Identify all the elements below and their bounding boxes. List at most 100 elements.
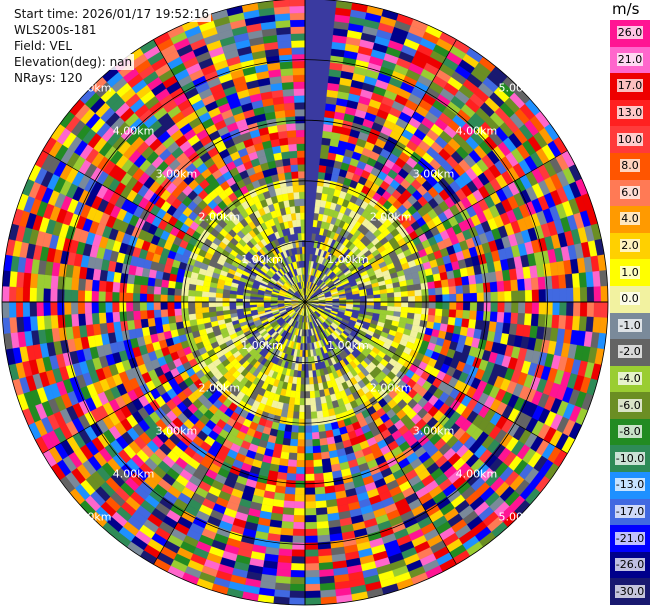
- velocity-bin: [286, 129, 297, 138]
- velocity-bin: [387, 297, 395, 303]
- velocity-bin: [282, 437, 291, 446]
- velocity-bin: [427, 281, 436, 290]
- velocity-bin: [304, 494, 316, 502]
- velocity-bin: [304, 563, 320, 571]
- start-time-label: Start time: 2026/01/17 19:52:16: [12, 6, 211, 22]
- velocity-bin: [318, 562, 334, 571]
- velocity-bin: [167, 287, 176, 296]
- velocity-bin: [401, 301, 409, 308]
- velocity-bin: [313, 473, 324, 481]
- velocity-bin: [400, 285, 408, 293]
- velocity-bin: [304, 384, 310, 392]
- range-ring-label: 4.00km: [113, 467, 155, 480]
- velocity-bin: [312, 438, 321, 447]
- colorbar-tick-label: -2.0: [618, 345, 642, 359]
- velocity-bin: [295, 473, 306, 482]
- velocity-bin: [139, 301, 147, 311]
- velocity-bin: [299, 198, 306, 206]
- velocity-bin: [304, 480, 315, 489]
- velocity-bin: [316, 514, 329, 523]
- velocity-bin: [311, 431, 320, 440]
- velocity-bin: [167, 308, 176, 317]
- velocity-bin: [454, 317, 463, 327]
- elevation-label: Elevation(deg): nan: [12, 54, 135, 70]
- velocity-bin: [292, 528, 306, 537]
- velocity-bin: [400, 306, 409, 313]
- velocity-bin: [308, 363, 313, 371]
- velocity-bin: [153, 286, 162, 295]
- velocity-bin: [531, 301, 540, 315]
- velocity-bin: [322, 130, 333, 139]
- velocity-bin: [310, 418, 319, 426]
- velocity-bin: [1, 301, 10, 319]
- velocity-bin: [304, 473, 315, 482]
- colorbar-units: m/s: [612, 0, 640, 18]
- velocity-bin: [412, 277, 421, 285]
- velocity-bin: [291, 171, 299, 179]
- velocity-bin: [585, 271, 594, 288]
- velocity-bin: [298, 171, 306, 179]
- velocity-bin: [310, 404, 317, 413]
- velocity-bin: [222, 305, 230, 311]
- range-ring-label: 3.00km: [413, 167, 455, 180]
- velocity-bin: [517, 313, 526, 326]
- velocity-bin: [140, 318, 149, 329]
- velocity-bin: [407, 307, 416, 314]
- velocity-bin: [414, 289, 423, 297]
- velocity-bin: [304, 515, 317, 523]
- range-ring-label: 5.00km: [499, 510, 541, 523]
- velocity-bin: [490, 301, 498, 313]
- velocity-bin: [284, 424, 293, 433]
- velocity-bin: [441, 286, 450, 295]
- colorbar-tick-label: 1.0: [620, 265, 640, 279]
- velocity-bin: [503, 312, 512, 324]
- velocity-bin: [229, 297, 237, 303]
- velocity-bin: [304, 460, 314, 468]
- velocity-bin: [322, 345, 328, 354]
- velocity-bin: [476, 283, 484, 294]
- velocity-bin: [387, 292, 395, 298]
- velocity-bin: [304, 432, 313, 440]
- velocity-bin: [299, 405, 306, 413]
- velocity-bin: [373, 297, 381, 303]
- velocity-bin: [503, 280, 512, 292]
- velocity-bin: [538, 289, 547, 303]
- velocity-bin: [319, 575, 335, 585]
- velocity-bin: [289, 12, 306, 21]
- velocity-bin: [476, 292, 485, 303]
- velocity-bin: [194, 307, 203, 314]
- velocity-bin: [298, 184, 306, 193]
- velocity-bin: [585, 316, 594, 333]
- velocity-bin: [132, 283, 141, 294]
- velocity-bin: [77, 289, 86, 303]
- velocity-bin: [181, 288, 189, 297]
- velocity-bin: [322, 409, 330, 418]
- velocity-bin: [579, 287, 588, 303]
- velocity-bin: [308, 377, 314, 385]
- velocity-bin: [288, 143, 298, 152]
- velocity-bin: [421, 288, 429, 297]
- velocity-bin: [537, 276, 546, 290]
- velocity-bin: [476, 301, 485, 312]
- velocity-bin: [154, 316, 163, 326]
- velocity-bin: [280, 527, 294, 536]
- velocity-bin: [153, 301, 161, 311]
- velocity-bin: [289, 157, 298, 166]
- velocity-bin: [551, 275, 560, 290]
- velocity-bin: [285, 116, 296, 125]
- velocity-bin: [578, 316, 588, 332]
- velocity-bin: [290, 33, 306, 41]
- velocity-bin: [284, 109, 296, 118]
- velocity-bin: [304, 405, 311, 413]
- velocity-bin: [296, 460, 306, 468]
- velocity-bin: [290, 563, 306, 571]
- velocity-bin: [167, 315, 176, 324]
- velocity-bin: [201, 306, 210, 313]
- velocity-bin: [309, 253, 313, 262]
- velocity-bin: [317, 424, 326, 433]
- colorbar: 26.0 21.0 17.0 13.0 10.0 8.0 6.0 4.0 2.0 1.0 0.0 -1…: [610, 20, 650, 606]
- velocity-bin: [372, 290, 381, 295]
- velocity-bin: [63, 289, 72, 303]
- range-ring-label: 5.00km: [499, 82, 541, 95]
- velocity-bin: [441, 309, 450, 318]
